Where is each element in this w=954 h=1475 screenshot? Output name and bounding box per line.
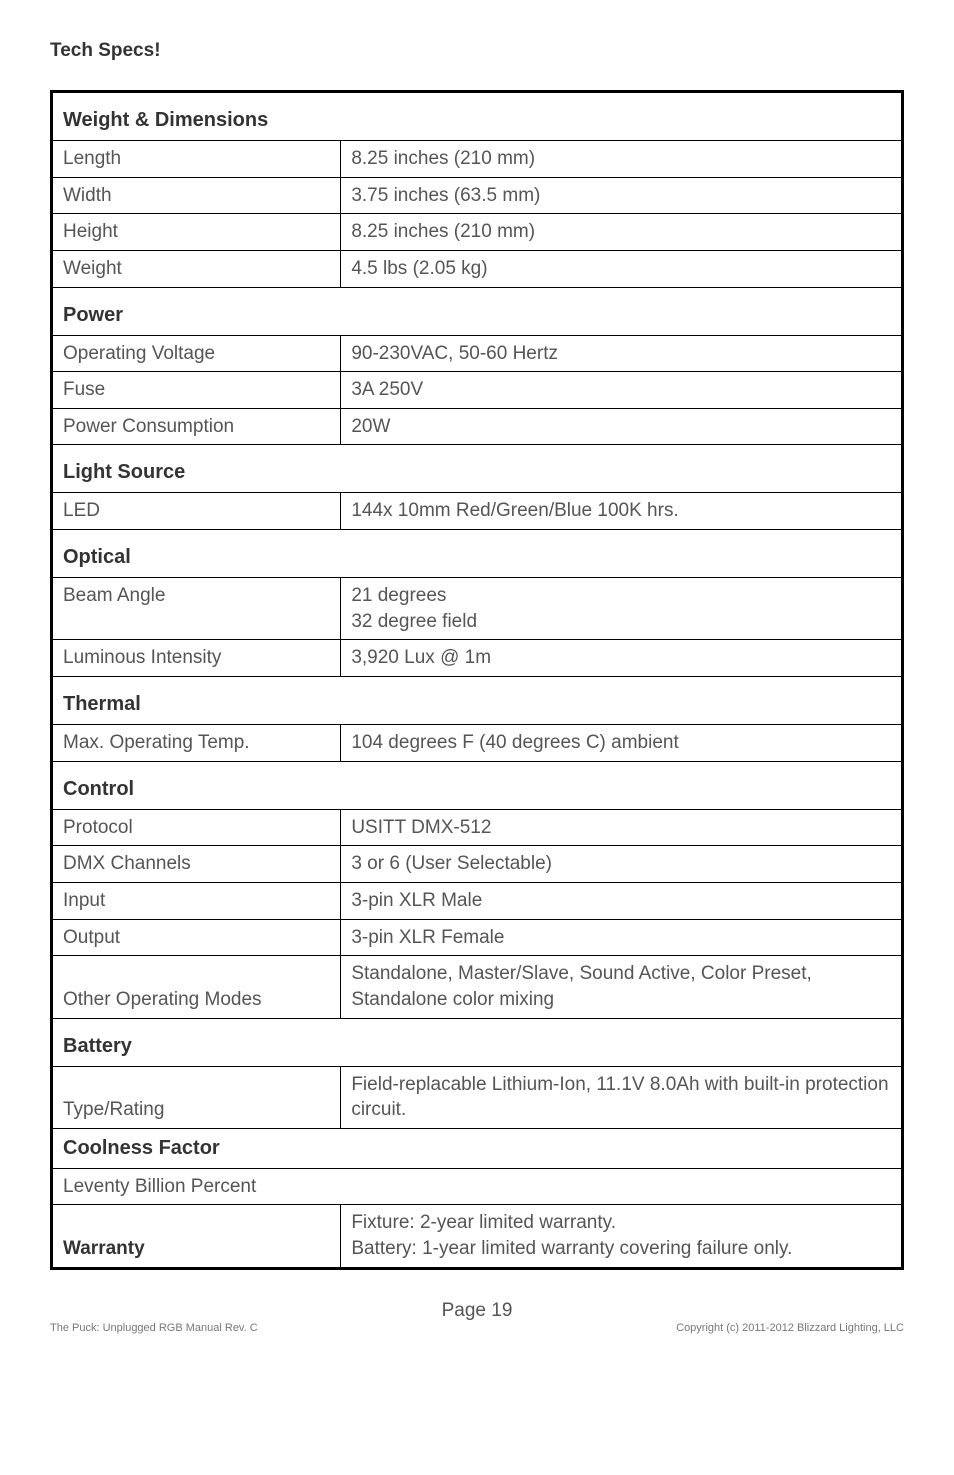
height-label: Height xyxy=(52,214,341,251)
table-row: Protocol USITT DMX-512 xyxy=(52,809,903,846)
op-voltage-label: Operating Voltage xyxy=(52,335,341,372)
spec-table: Weight & Dimensions Length 8.25 inches (… xyxy=(50,90,904,1270)
length-value: 8.25 inches (210 mm) xyxy=(341,141,903,178)
output-value: 3-pin XLR Female xyxy=(341,919,903,956)
width-label: Width xyxy=(52,177,341,214)
lum-intensity-label: Luminous Intensity xyxy=(52,640,341,677)
table-row: Length 8.25 inches (210 mm) xyxy=(52,141,903,178)
table-row: Other Operating Modes Standalone, Master… xyxy=(52,956,903,1018)
dmx-channels-label: DMX Channels xyxy=(52,846,341,883)
table-row: Width 3.75 inches (63.5 mm) xyxy=(52,177,903,214)
table-row: Max. Operating Temp. 104 degrees F (40 d… xyxy=(52,725,903,762)
beam-angle-value: 21 degrees32 degree field xyxy=(341,578,903,640)
section-light-source: Light Source xyxy=(52,445,903,493)
section-control: Control xyxy=(52,761,903,809)
table-row: Weight 4.5 lbs (2.05 kg) xyxy=(52,250,903,287)
section-optical: Optical xyxy=(52,530,903,578)
page-title: Tech Specs! xyxy=(50,40,904,62)
leventy-label: Leventy Billion Percent xyxy=(52,1168,903,1205)
dmx-channels-value: 3 or 6 (User Selectable) xyxy=(341,846,903,883)
fuse-value: 3A 250V xyxy=(341,372,903,409)
section-weight-dimensions: Weight & Dimensions xyxy=(52,92,903,141)
lum-intensity-value: 3,920 Lux @ 1m xyxy=(341,640,903,677)
led-label: LED xyxy=(52,493,341,530)
table-row: Fuse 3A 250V xyxy=(52,372,903,409)
op-voltage-value: 90-230VAC, 50-60 Hertz xyxy=(341,335,903,372)
beam-angle-label: Beam Angle xyxy=(52,578,341,640)
table-row: Operating Voltage 90-230VAC, 50-60 Hertz xyxy=(52,335,903,372)
weight-value: 4.5 lbs (2.05 kg) xyxy=(341,250,903,287)
max-op-temp-value: 104 degrees F (40 degrees C) ambient xyxy=(341,725,903,762)
weight-label: Weight xyxy=(52,250,341,287)
section-battery: Battery xyxy=(52,1018,903,1066)
table-row: Input 3-pin XLR Male xyxy=(52,882,903,919)
other-modes-value: Standalone, Master/Slave, Sound Active, … xyxy=(341,956,903,1018)
table-row: Luminous Intensity 3,920 Lux @ 1m xyxy=(52,640,903,677)
output-label: Output xyxy=(52,919,341,956)
fuse-label: Fuse xyxy=(52,372,341,409)
table-row: DMX Channels 3 or 6 (User Selectable) xyxy=(52,846,903,883)
footer-right: Copyright (c) 2011-2012 Blizzard Lightin… xyxy=(676,1322,904,1334)
input-label: Input xyxy=(52,882,341,919)
protocol-label: Protocol xyxy=(52,809,341,846)
protocol-value: USITT DMX-512 xyxy=(341,809,903,846)
table-row: Type/Rating Field-replacable Lithium-Ion… xyxy=(52,1066,903,1128)
section-power: Power xyxy=(52,287,903,335)
footer-left: The Puck: Unplugged RGB Manual Rev. C xyxy=(50,1322,258,1334)
type-rating-value: Field-replacable Lithium-Ion, 11.1V 8.0A… xyxy=(341,1066,903,1128)
table-row: Height 8.25 inches (210 mm) xyxy=(52,214,903,251)
other-modes-label: Other Operating Modes xyxy=(52,956,341,1018)
table-row: LED 144x 10mm Red/Green/Blue 100K hrs. xyxy=(52,493,903,530)
type-rating-label: Type/Rating xyxy=(52,1066,341,1128)
table-row: Power Consumption 20W xyxy=(52,408,903,445)
table-row: Leventy Billion Percent xyxy=(52,1168,903,1205)
width-value: 3.75 inches (63.5 mm) xyxy=(341,177,903,214)
footer: Page 19 The Puck: Unplugged RGB Manual R… xyxy=(50,1300,904,1334)
page-number: Page 19 xyxy=(50,1300,904,1322)
led-value: 144x 10mm Red/Green/Blue 100K hrs. xyxy=(341,493,903,530)
section-coolness: Coolness Factor xyxy=(52,1128,903,1168)
table-row: Beam Angle 21 degrees32 degree field xyxy=(52,578,903,640)
input-value: 3-pin XLR Male xyxy=(341,882,903,919)
table-row: Output 3-pin XLR Female xyxy=(52,919,903,956)
power-cons-value: 20W xyxy=(341,408,903,445)
height-value: 8.25 inches (210 mm) xyxy=(341,214,903,251)
length-label: Length xyxy=(52,141,341,178)
power-cons-label: Power Consumption xyxy=(52,408,341,445)
max-op-temp-label: Max. Operating Temp. xyxy=(52,725,341,762)
table-row: Warranty Fixture: 2-year limited warrant… xyxy=(52,1205,903,1268)
section-thermal: Thermal xyxy=(52,677,903,725)
warranty-value: Fixture: 2-year limited warranty.Battery… xyxy=(341,1205,903,1268)
warranty-label: Warranty xyxy=(52,1205,341,1268)
